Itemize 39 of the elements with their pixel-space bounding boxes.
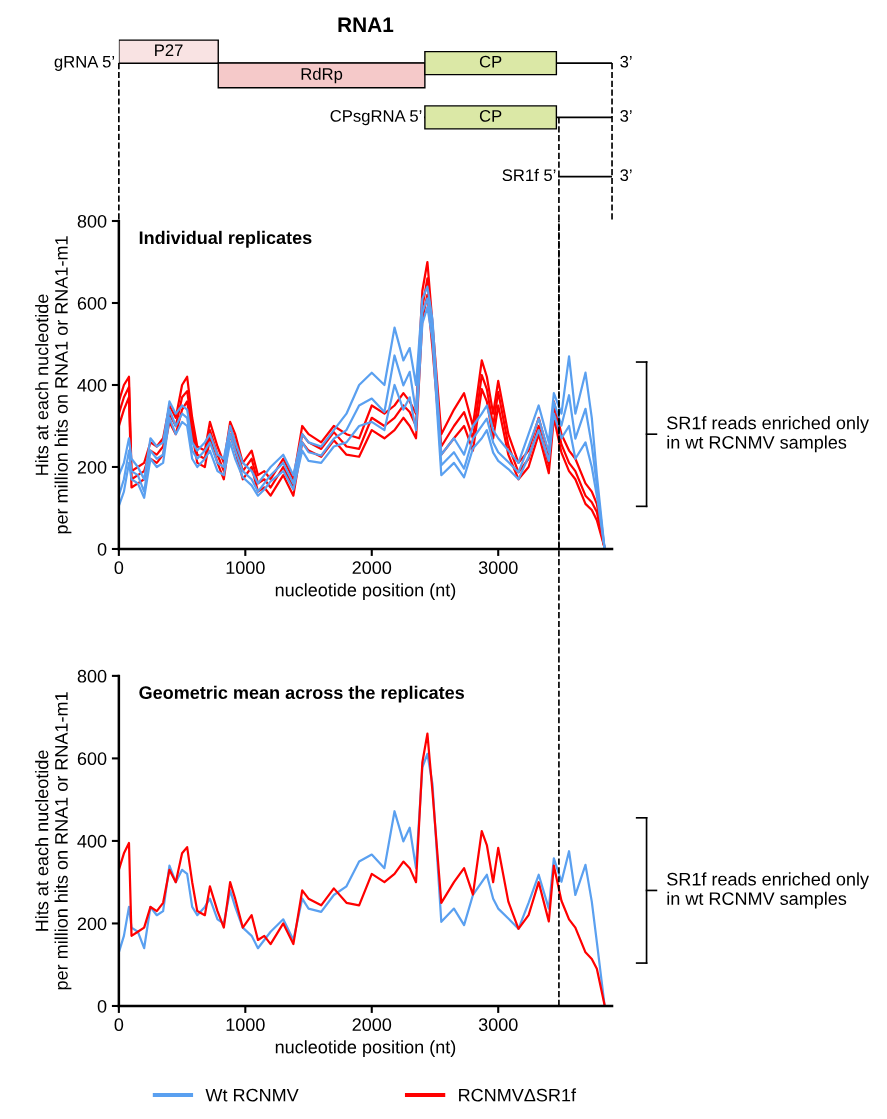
legend-label: RCNMVΔSR1f	[459, 1088, 577, 1102]
y-tick-label: 200	[77, 917, 107, 931]
y-tick-label: 400	[77, 834, 107, 848]
x-tick-label: 0	[114, 1018, 124, 1032]
y-tick-label: 800	[77, 669, 107, 683]
x-tick-label: 0	[114, 561, 124, 575]
text: 3’	[620, 169, 632, 182]
text: SR1f reads enriched only in wt RCNMV samples	[667, 416, 869, 453]
x-tick-label: 3000	[478, 561, 518, 575]
text: Geometric mean across the replicates	[139, 685, 464, 703]
y-tick-label: 200	[77, 460, 107, 474]
y-tick-label: 600	[77, 296, 107, 310]
text: P27	[155, 44, 183, 56]
x-tick-label: 3000	[478, 1018, 518, 1032]
y-tick-label: 0	[97, 999, 107, 1013]
text: CP	[479, 55, 502, 68]
y-tick-label: 400	[77, 378, 107, 392]
x-tick-label: 2000	[352, 1018, 392, 1032]
text: gRNA 5’	[54, 55, 115, 71]
y-tick-label: 600	[77, 752, 107, 766]
text: RdRp	[301, 67, 343, 84]
text: CPsgRNA 5’	[330, 110, 422, 126]
text: 3’	[620, 110, 632, 122]
y-axis-title: Hits at each nucleotide per million hits on RNA1 or RNA1-m1	[35, 236, 72, 534]
text: SR1f reads enriched only in wt RCNMV samples	[667, 872, 869, 909]
text: SR1f 5’	[502, 168, 556, 182]
text: RNA1	[338, 17, 394, 32]
legend-label: Wt RCNMV	[205, 1088, 299, 1102]
x-tick-label: 1000	[226, 1018, 265, 1032]
y-axis-title: Hits at each nucleotide per million hits on RNA1 or RNA1-m1	[35, 692, 72, 990]
text: Individual replicates	[139, 230, 312, 248]
x-tick-label: 2000	[352, 561, 392, 575]
x-axis-title: nucleotide position (nt)	[275, 583, 456, 600]
text: 3’	[620, 55, 632, 68]
y-tick-label: 800	[77, 214, 107, 228]
y-tick-label: 0	[97, 542, 107, 556]
x-axis-title: nucleotide position (nt)	[275, 1040, 456, 1057]
x-tick-label: 1000	[226, 561, 265, 575]
text: CP	[479, 110, 502, 122]
